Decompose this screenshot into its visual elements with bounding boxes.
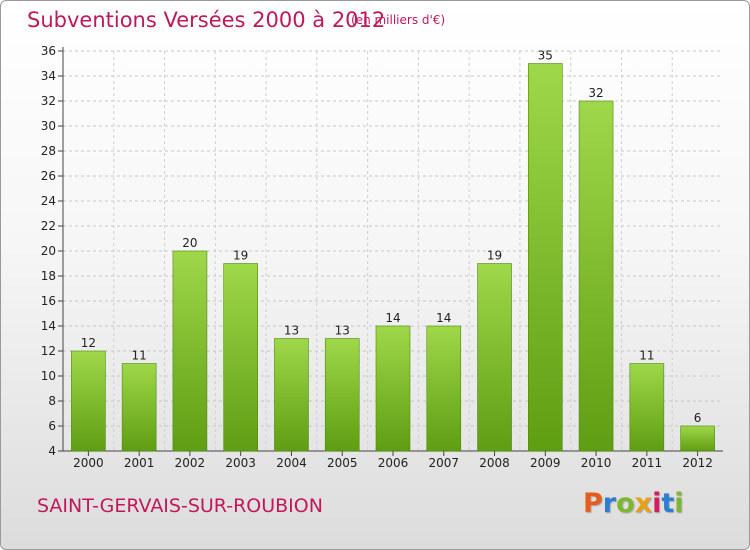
y-tick-label: 14 [41, 319, 56, 333]
bar [426, 325, 462, 452]
logo-letter: x [634, 488, 653, 519]
bar-value-label: 14 [385, 311, 400, 325]
chart-title: Subventions Versées 2000 à 2012 [27, 8, 386, 32]
bar [121, 363, 157, 452]
bar-value-label: 13 [284, 324, 299, 338]
bar [274, 338, 309, 452]
y-tick-label: 32 [41, 94, 56, 108]
logo-letter: i [652, 488, 662, 519]
y-tick-label: 30 [41, 119, 56, 133]
y-tick-label: 16 [41, 294, 56, 308]
bar [477, 263, 512, 452]
x-tick-label: 2010 [581, 456, 612, 470]
y-tick-label: 26 [41, 169, 56, 183]
bar [528, 63, 563, 452]
proxiti-logo[interactable]: Proxiti [583, 488, 684, 519]
bar-value-label: 13 [335, 324, 350, 338]
labels: 4 6 8 10 12 14 16 18 20 22 24 26 28 30 32 34 36 2000 12 200… [41, 44, 713, 470]
y-tick-label: 24 [41, 194, 56, 208]
logo-letter: r [602, 488, 617, 519]
y-tick-label: 20 [41, 244, 56, 258]
y-tick-label: 6 [48, 419, 56, 433]
bar-value-label: 35 [538, 49, 553, 63]
y-tick-label: 18 [41, 269, 56, 283]
y-tick-label: 8 [48, 394, 56, 408]
bar-value-label: 12 [81, 336, 96, 350]
logo-letter: t [661, 488, 675, 519]
bar-value-label: 20 [182, 236, 197, 250]
bar [71, 350, 106, 452]
x-tick-label: 2002 [175, 456, 206, 470]
y-tick-label: 22 [41, 219, 56, 233]
bar [324, 338, 360, 452]
logo-letter: o [616, 488, 635, 519]
bar-value-label: 6 [694, 411, 702, 425]
x-tick-label: 2003 [225, 456, 256, 470]
bar [578, 100, 614, 452]
x-tick-label: 2004 [276, 456, 307, 470]
x-tick-label: 2008 [479, 456, 510, 470]
bar-value-label: 14 [436, 311, 451, 325]
bar-value-label: 19 [233, 249, 248, 263]
logo-letter: i [674, 488, 684, 519]
bar [375, 325, 411, 452]
y-tick-label: 34 [41, 69, 56, 83]
bar-value-label: 32 [588, 86, 603, 100]
x-tick-label: 2000 [73, 456, 104, 470]
x-tick-label: 2006 [378, 456, 409, 470]
x-tick-label: 2009 [530, 456, 561, 470]
y-tick-label: 36 [41, 44, 56, 58]
bar [680, 425, 715, 452]
bar-value-label: 19 [487, 249, 502, 263]
y-tick-label: 10 [41, 369, 56, 383]
x-tick-label: 2001 [124, 456, 155, 470]
x-tick-label: 2012 [682, 456, 713, 470]
unit-note: (en milliers d'€) [351, 13, 446, 27]
bar-value-label: 11 [132, 349, 147, 363]
bar [223, 263, 258, 452]
x-tick-label: 2011 [632, 456, 663, 470]
y-tick-label: 28 [41, 144, 56, 158]
bar-value-label: 11 [639, 349, 654, 363]
bars [71, 63, 715, 452]
bar [172, 250, 208, 452]
y-tick-label: 4 [48, 444, 56, 458]
bar [629, 363, 665, 452]
x-tick-label: 2007 [428, 456, 459, 470]
y-tick-label: 12 [41, 344, 56, 358]
commune-name: SAINT-GERVAIS-SUR-ROUBION [37, 495, 323, 517]
logo-letter: P [583, 488, 603, 519]
x-tick-label: 2005 [327, 456, 358, 470]
